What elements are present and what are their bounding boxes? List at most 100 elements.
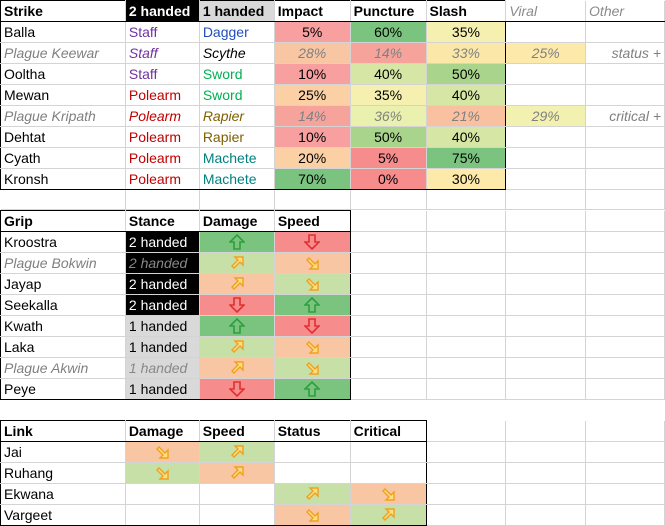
empty-cell[interactable] [0,189,126,210]
empty-cell[interactable] [426,483,507,505]
viral-cell[interactable] [505,84,587,106]
one-handed-weapon-cell[interactable]: Sword [199,63,275,85]
impact-cell[interactable]: 14% [274,105,351,127]
slash-cell[interactable]: 50% [426,63,507,85]
empty-cell[interactable] [505,420,587,442]
empty-cell[interactable] [585,378,665,400]
link-damage-cell[interactable] [125,504,200,526]
link-critical-cell[interactable] [350,441,427,463]
empty-cell[interactable] [585,420,665,442]
grip-header-cell[interactable]: Stance [125,210,200,232]
grip-speed-cell[interactable] [274,231,351,253]
empty-cell[interactable] [426,231,507,253]
puncture-cell[interactable]: 40% [350,63,427,85]
link-damage-cell[interactable] [125,462,200,484]
other-cell[interactable] [585,168,665,190]
grip-damage-cell[interactable] [199,273,275,295]
empty-cell[interactable] [350,315,427,337]
empty-cell[interactable] [585,336,665,358]
grip-name-cell[interactable]: Jayap [0,273,126,295]
strike-name-cell[interactable]: Ooltha [0,63,126,85]
other-cell[interactable] [585,147,665,169]
link-name-cell[interactable]: Ekwana [0,483,126,505]
link-critical-cell[interactable] [350,504,427,526]
impact-cell[interactable]: 20% [274,147,351,169]
empty-cell[interactable] [350,357,427,379]
link-speed-cell[interactable] [199,462,275,484]
grip-damage-cell[interactable] [199,336,275,358]
link-speed-cell[interactable] [199,483,275,505]
two-handed-weapon-cell[interactable]: Polearm [125,168,200,190]
stance-cell[interactable]: 2 handed [125,252,200,274]
link-status-cell[interactable] [274,462,351,484]
stance-cell[interactable]: 2 handed [125,231,200,253]
two-handed-weapon-cell[interactable]: Staff [125,42,200,64]
strike-name-cell[interactable]: Cyath [0,147,126,169]
viral-cell[interactable]: 29% [505,105,587,127]
grip-speed-cell[interactable] [274,336,351,358]
link-critical-cell[interactable] [350,462,427,484]
other-cell[interactable] [585,21,665,43]
grip-speed-cell[interactable] [274,273,351,295]
empty-cell[interactable] [350,189,427,210]
empty-cell[interactable] [350,336,427,358]
grip-speed-cell[interactable] [274,252,351,274]
link-status-cell[interactable] [274,504,351,526]
two-handed-weapon-cell[interactable]: Staff [125,21,200,43]
empty-cell[interactable] [585,483,665,505]
stance-cell[interactable]: 1 handed [125,357,200,379]
link-status-cell[interactable] [274,483,351,505]
slash-cell[interactable]: 40% [426,126,507,148]
empty-cell[interactable] [505,357,587,379]
impact-cell[interactable]: 5% [274,21,351,43]
empty-cell[interactable] [505,441,587,463]
link-name-cell[interactable]: Vargeet [0,504,126,526]
stance-cell[interactable]: 1 handed [125,378,200,400]
empty-cell[interactable] [585,252,665,274]
grip-speed-cell[interactable] [274,315,351,337]
grip-speed-cell[interactable] [274,294,351,316]
puncture-cell[interactable]: 14% [350,42,427,64]
viral-cell[interactable] [505,126,587,148]
strike-header-cell[interactable]: Slash [426,0,507,22]
empty-cell[interactable] [426,441,507,463]
empty-cell[interactable] [585,294,665,316]
viral-cell[interactable] [505,21,587,43]
empty-cell[interactable] [585,462,665,484]
strike-header-cell[interactable]: Viral [505,0,587,22]
empty-cell[interactable] [505,231,587,253]
puncture-cell[interactable]: 35% [350,84,427,106]
empty-cell[interactable] [505,294,587,316]
empty-cell[interactable] [505,210,587,232]
empty-cell[interactable] [426,273,507,295]
link-header-cell[interactable]: Status [274,420,351,442]
empty-cell[interactable] [585,189,665,210]
one-handed-weapon-cell[interactable]: Dagger [199,21,275,43]
grip-damage-cell[interactable] [199,294,275,316]
viral-cell[interactable] [505,63,587,85]
stance-cell[interactable]: 1 handed [125,315,200,337]
link-speed-cell[interactable] [199,504,275,526]
grip-damage-cell[interactable] [199,252,275,274]
other-cell[interactable]: critical + [585,105,665,127]
empty-cell[interactable] [350,210,427,232]
empty-cell[interactable] [505,189,587,210]
strike-header-cell[interactable]: 2 handed [125,0,200,22]
one-handed-weapon-cell[interactable]: Machete [199,168,275,190]
impact-cell[interactable]: 70% [274,168,351,190]
grip-header-cell[interactable]: Grip [0,210,126,232]
puncture-cell[interactable]: 60% [350,21,427,43]
empty-cell[interactable] [505,273,587,295]
impact-cell[interactable]: 25% [274,84,351,106]
link-name-cell[interactable]: Jai [0,441,126,463]
empty-cell[interactable] [505,315,587,337]
empty-cell[interactable] [426,357,507,379]
strike-name-cell[interactable]: Kronsh [0,168,126,190]
empty-cell[interactable] [505,336,587,358]
link-status-cell[interactable] [274,441,351,463]
grip-header-cell[interactable]: Damage [199,210,275,232]
empty-cell[interactable] [585,357,665,379]
one-handed-weapon-cell[interactable]: Rapier [199,126,275,148]
other-cell[interactable]: status + [585,42,665,64]
viral-cell[interactable] [505,168,587,190]
